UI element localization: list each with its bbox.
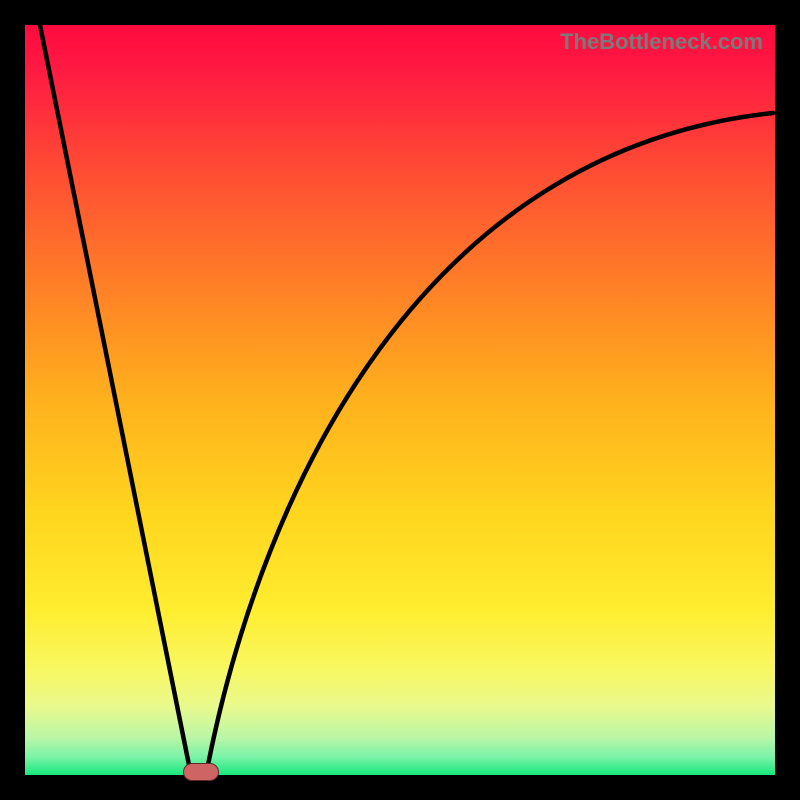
chart-frame: TheBottleneck.com — [0, 0, 800, 800]
curve-layer — [25, 25, 775, 775]
plot-area — [25, 25, 775, 775]
watermark-text: TheBottleneck.com — [560, 29, 763, 55]
bottleneck-marker — [183, 763, 219, 781]
bottleneck-curve — [40, 25, 773, 770]
